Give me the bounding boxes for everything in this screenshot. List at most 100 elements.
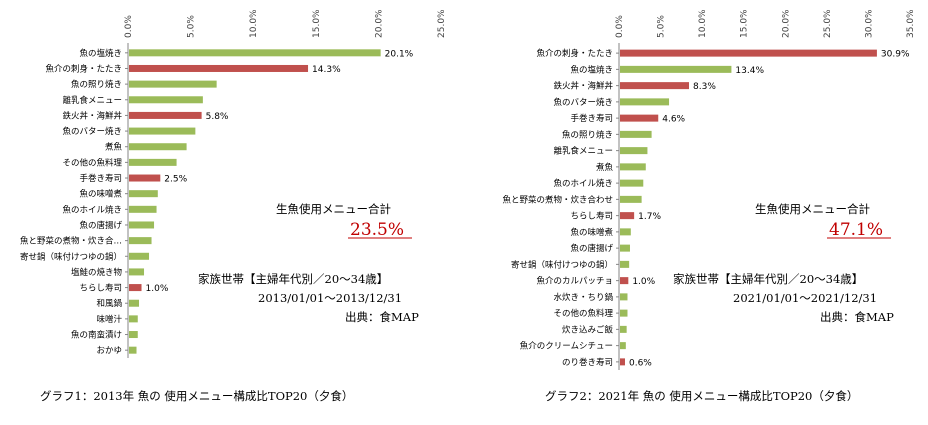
chart-2013-bar [129,174,161,182]
chart-2013-bar [129,64,309,72]
chart-2021-bar [620,147,648,155]
chart-2021-period: 2021/01/01～2021/12/31 [733,291,877,305]
chart-2021-bar [620,49,877,57]
chart-2013-bar [129,205,157,213]
chart-2021-category-label: 魚介のクリームシチュー [520,341,613,352]
chart-2013-category-label: 魚の塩焼き [79,48,122,59]
chart-2021-bar [620,228,631,236]
chart-2013-category-label: 塩鮭の焼き物 [71,267,123,278]
chart-2021-category-label: その他の魚料理 [553,308,613,319]
chart-2013: 0.0% 5.0% 10.0% 15.0% 20.0% 25.0% 魚の塩焼き 20.1% 魚介… [20,9,447,358]
chart-2021-category-label: 魚と野菜の煮物・炊き合わせ [502,194,613,205]
chart-2021-category-label: 魚の照り焼き [562,129,613,140]
chart-2021-data-label: 1.7% [638,212,661,222]
chart-2013-period: 2013/01/01～2013/12/31 [258,291,402,305]
chart-2013-bar [129,127,196,135]
chart-2021-category-label: 鉄火丼・海鮮丼 [553,81,613,92]
chart-2021-data-label: 13.4% [735,66,764,76]
chart-2021-category-label: 炊き込みご飯 [562,324,614,335]
chart-2013-category-label: 寄せ鍋（味付けつゆの鍋） [20,251,122,262]
chart-2013-bar [129,284,142,292]
chart-2021-bar [620,212,635,220]
chart-2013-bar [129,96,203,104]
chart-2013-bar [129,237,152,245]
chart-2013-category-label: 鉄火丼・海鮮丼 [62,110,122,121]
chart-2021-data-label: 30.9% [881,50,910,60]
chart-2021: 0.0% 5.0% 10.0% 15.0% 20.0% 25.0% 30.0% 35.0% 魚介… [502,9,916,370]
chart-2013-source: 出典：食MAP [345,310,419,324]
chart-2013-bar [129,268,145,276]
chart-2021-x-tick-label: 35.0% [906,9,916,38]
chart-2013-data-label: 5.8% [206,112,229,122]
chart-2013-bar [129,143,187,151]
chart-2013-group: 家族世帯【主婦年代別／20～34歳】 [198,272,388,286]
chart-2021-bar [620,358,625,366]
chart-2013-bar [129,190,158,198]
chart-2013-category-label: 魚のホイル焼き [62,204,122,215]
chart-2013-total-value: 23.5% [350,220,404,240]
chart-2013-x-tick-label: 25.0% [437,9,447,38]
chart-2021-category-label: 魚の唐揚げ [570,243,613,254]
chart-2021-data-label: 8.3% [693,82,716,92]
chart-2021-data-label: 4.6% [662,115,685,125]
chart-2021-category-label: のり巻き寿司 [562,357,613,368]
chart-2021-bar [620,114,659,122]
chart-2021-bar [620,244,630,252]
chart-2021-x-tick-label: 30.0% [864,9,874,38]
chart-2013-data-label: 2.5% [164,175,187,185]
chart-2021-bar [620,195,642,203]
chart-2013-bar [129,49,381,57]
chart-2013-data-label: 1.0% [146,284,169,294]
chart-2013-data-label: 20.1% [385,49,414,59]
chart-2021-category-label: 手巻き寿司 [570,113,613,124]
chart-2021-bar [620,82,690,90]
chart-2013-category-label: 離乳食メニュー [62,95,122,106]
chart-2021-bar [620,98,670,106]
chart-2021-data-label: 0.6% [629,358,652,368]
chart-2021-category-label: 魚のホイル焼き [553,178,613,189]
chart-2021-category-label: 魚の塩焼き [570,64,613,75]
chart-2013-data-label: 14.3% [312,65,341,75]
chart-2021-bar [620,179,644,187]
chart-2021-bar [620,277,629,285]
chart-2021-bar [620,325,627,333]
chart-2013-bar [129,252,150,260]
chart-2021-category-label: 魚のバター焼き [553,97,613,108]
chart-2021-x-tick-label: 10.0% [698,9,708,38]
chart-2013-bar [129,221,155,229]
chart-2021-x-tick-label: 0.0% [615,15,625,38]
chart-2013-category-label: 魚の南蛮漬け [71,330,122,341]
chart-2021-x-tick-label: 25.0% [823,9,833,38]
chart-2013-bar [129,111,202,119]
chart-2013-category-label: 魚介の刺身・たたき [45,63,122,74]
chart-2021-bar [620,130,652,138]
chart-2013-bar [129,315,138,323]
chart-2021-category-label: 煮魚 [596,162,614,173]
chart-2013-category-label: 手巻き寿司 [79,173,122,184]
chart-2013-bar [129,331,138,339]
chart-2013-category-label: 魚の照り焼き [71,79,122,90]
chart-2021-total-label: 生魚使用メニュー合計 [755,202,870,216]
chart-2013-x-tick-label: 20.0% [374,9,384,38]
chart-2021-data-label: 1.0% [632,277,655,287]
chart-2021-x-tick-label: 5.0% [657,15,667,38]
chart-2021-category-label: 魚介の刺身・たたき [536,48,613,59]
chart-2021-title: グラフ2：2021年 魚の 使用メニュー構成比TOP20（夕食） [545,389,858,403]
chart-2013-x-tick-label: 5.0% [187,15,197,38]
chart-2013-category-label: その他の魚料理 [62,157,122,168]
chart-2013-category-label: 魚の唐揚げ [79,220,122,231]
chart-2013-category-label: 魚の味噌煮 [79,189,122,200]
chart-2013-total-label: 生魚使用メニュー合計 [276,202,391,216]
chart-2021-category-label: 寄せ鍋（味付けつゆの鍋） [511,259,613,270]
chart-2021-category-label: 魚介のカルパッチョ [536,276,613,287]
chart-2013-category-label: ちらし寿司 [79,283,122,294]
chart-2021-x-tick-label: 15.0% [740,9,750,38]
chart-2021-group: 家族世帯【主婦年代別／20～34歳】 [673,272,863,286]
chart-2021-bar [620,342,626,350]
chart-2021-bar [620,65,732,73]
chart-2013-bar [129,158,177,166]
chart-2021-bar [620,293,628,301]
chart-2021-category-label: 水炊き・ちり鍋 [553,292,613,303]
chart-2021-source: 出典：食MAP [820,310,894,324]
